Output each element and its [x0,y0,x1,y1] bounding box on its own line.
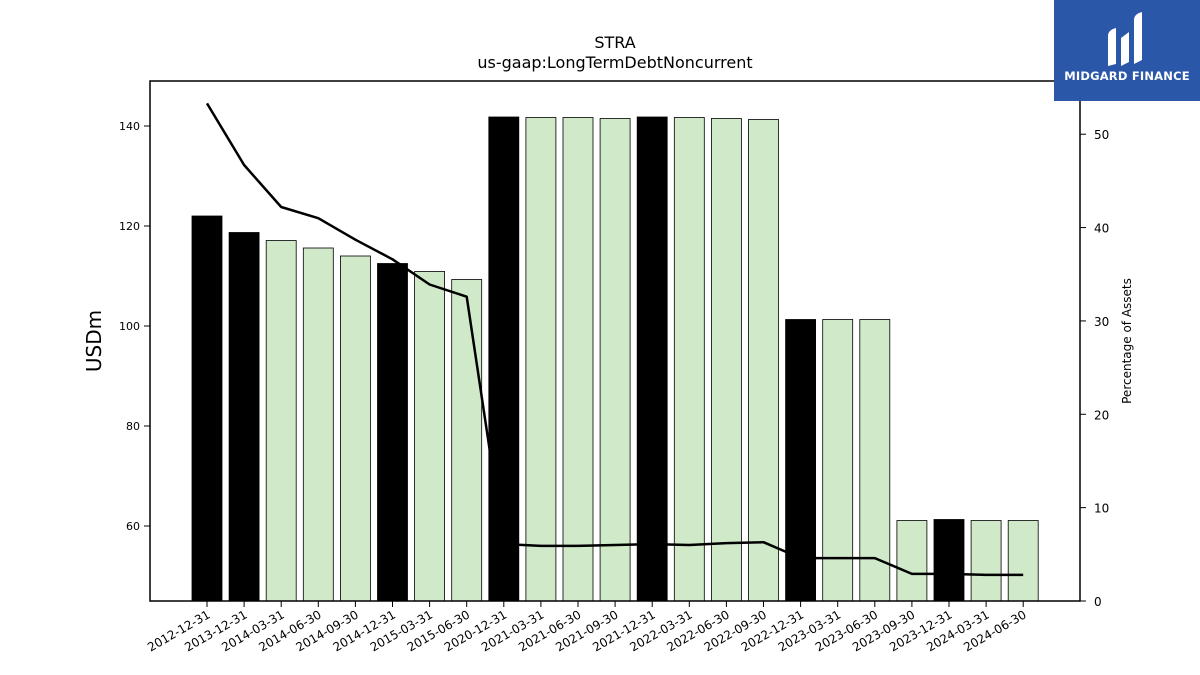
bar-2014-09-30 [339,255,371,602]
bars [191,116,1039,602]
y-axis-label-left: USDm [82,310,106,372]
bar-2022-06-30 [711,118,742,602]
chart-subtitle: us-gaap:LongTermDebtNoncurrent [477,53,752,72]
x-axis: 2012-12-312013-12-312014-03-312014-06-30… [145,601,1029,654]
bar-2014-03-31 [265,240,297,602]
chart-title: STRA [594,33,635,52]
bar-2013-12-31 [228,232,260,602]
bar-2015-06-30 [451,279,483,602]
bar-2024-03-31 [970,520,1002,602]
bar-2014-06-30 [302,247,334,602]
y-tick-label-right-0: 0 [1094,595,1102,609]
bar-2023-09-30 [896,520,928,602]
bar-2012-12-31 [191,215,223,602]
percentage-of-assets-line [205,102,1024,577]
bar-2023-06-30 [859,319,891,602]
bar-2021-06-30 [562,117,594,602]
bar-2021-03-31 [525,117,557,602]
y-tick-label-left-140: 140 [119,120,140,133]
bar-2022-03-31 [673,117,705,602]
right-axis: 0 10 20 30 40 50 [1080,128,1109,609]
bar-2023-12-31 [933,519,965,602]
bar-2023-03-31 [822,319,854,602]
y-axis-label-right: Percentage of Assets [1120,278,1134,404]
bar-2014-12-31 [377,263,408,602]
brand-logo: MIDGARD FINANCE [1054,0,1200,101]
midgard-logo-mark-icon [1108,12,1142,66]
bar-2021-12-31 [636,116,668,602]
y-tick-label-left-80: 80 [126,420,140,433]
y-tick-label-right-40: 40 [1094,222,1109,236]
y-tick-label-right-10: 10 [1094,502,1109,516]
y-tick-label-right-50: 50 [1094,128,1109,142]
percentage-line-layer [205,102,1024,577]
y-tick-label-right-20: 20 [1094,408,1109,422]
y-tick-label-left-100: 100 [119,320,140,333]
left-axis: 60 80 100 120 140 [119,120,150,533]
brand-logo-text: MIDGARD FINANCE [1064,69,1190,83]
bar-2024-06-30 [1007,520,1039,602]
y-tick-label-right-30: 30 [1094,315,1109,329]
bar-2015-03-31 [414,271,446,602]
bar-2021-09-30 [599,118,631,602]
bar-2022-09-30 [748,119,779,602]
bar-2020-12-31 [488,116,520,602]
y-tick-label-left-120: 120 [119,220,140,233]
y-tick-label-left-60: 60 [126,520,140,533]
